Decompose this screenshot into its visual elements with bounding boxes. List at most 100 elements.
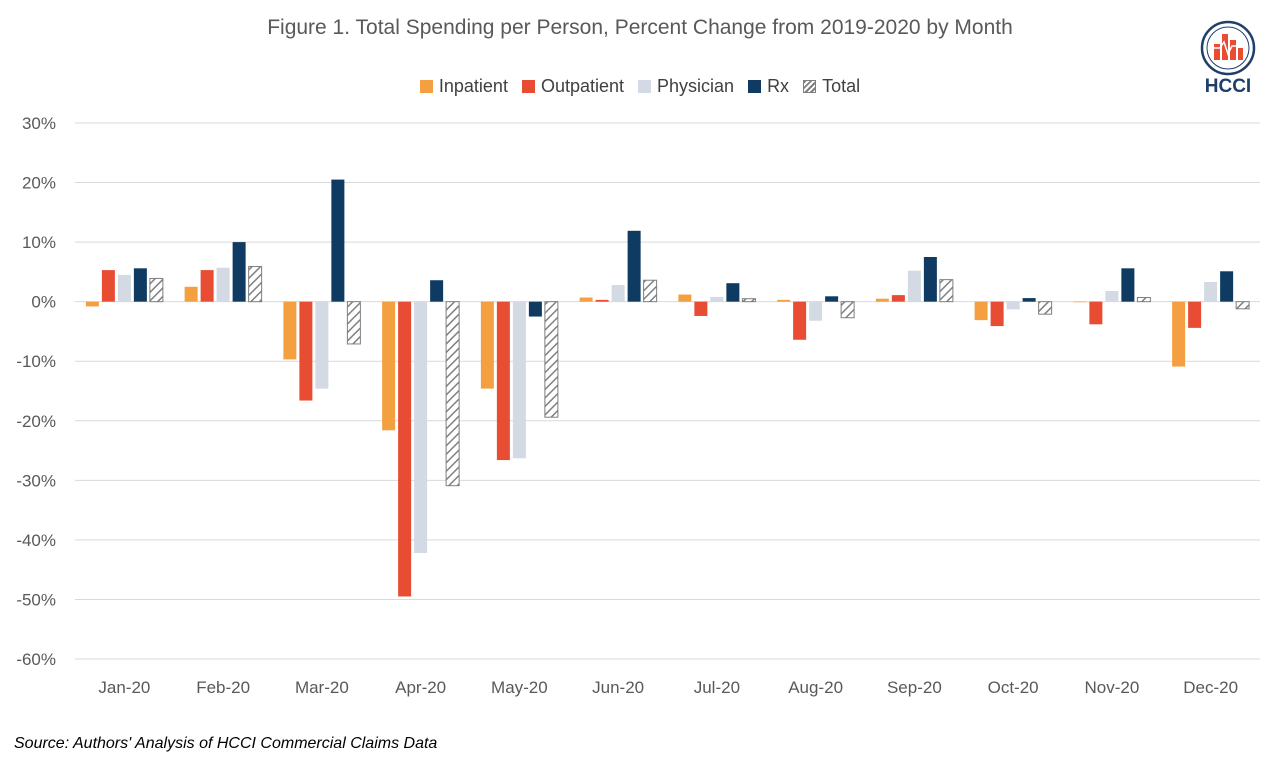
bar-rx-aug-20: [825, 296, 839, 302]
bar-rx-oct-20: [1022, 298, 1036, 302]
y-tick-label: -50%: [16, 590, 56, 609]
legend-item-outpatient: Outpatient: [521, 76, 625, 97]
legend-item-rx: Rx: [748, 76, 789, 97]
x-tick-label: Mar-20: [295, 678, 349, 697]
bar-inpatient-jan-20: [85, 301, 99, 307]
bar-rx-sep-20: [923, 257, 937, 302]
bar-inpatient-oct-20: [974, 301, 988, 321]
bar-outpatient-mar-20: [299, 301, 313, 401]
bar-physician-oct-20: [1006, 301, 1020, 310]
y-tick-label: -20%: [16, 412, 56, 431]
bar-outpatient-dec-20: [1188, 301, 1202, 328]
bar-inpatient-dec-20: [1172, 301, 1186, 367]
bar-total-apr-20: [445, 301, 460, 487]
bar-rx-mar-20: [331, 179, 345, 302]
bar-total-sep-20: [939, 279, 954, 303]
bar-total-dec-20: [1235, 301, 1250, 310]
legend-swatch: [748, 80, 762, 93]
x-tick-label: May-20: [491, 678, 548, 697]
bar-physician-nov-20: [1105, 290, 1119, 302]
bar-total-jun-20: [643, 279, 658, 303]
bar-inpatient-apr-20: [382, 301, 396, 431]
bar-rx-feb-20: [232, 242, 246, 302]
bar-total-aug-20: [840, 301, 855, 319]
bar-inpatient-mar-20: [283, 301, 297, 360]
bar-outpatient-sep-20: [891, 295, 905, 302]
bar-outpatient-oct-20: [990, 301, 1004, 327]
bar-physician-feb-20: [216, 267, 230, 302]
bar-rx-jun-20: [627, 230, 641, 302]
bar-physician-may-20: [512, 301, 526, 459]
bar-physician-aug-20: [809, 301, 823, 321]
logo-text: HCCI: [1204, 76, 1252, 97]
bar-outpatient-aug-20: [793, 301, 807, 340]
x-tick-label: Dec-20: [1183, 678, 1238, 697]
y-tick-label: -40%: [16, 531, 56, 550]
bar-inpatient-feb-20: [184, 286, 198, 302]
bar-rx-may-20: [528, 301, 542, 317]
legend-label: Inpatient: [438, 76, 508, 96]
bar-physician-apr-20: [414, 301, 428, 553]
x-tick-label: Nov-20: [1084, 678, 1139, 697]
legend-label: Total: [822, 76, 861, 96]
y-tick-label: 10%: [22, 233, 56, 252]
x-tick-label: Jun-20: [592, 678, 644, 697]
bar-total-jul-20: [741, 298, 756, 303]
legend-item-total: Total: [803, 76, 860, 97]
legend-item-physician: Physician: [638, 76, 734, 97]
x-tick-label: Apr-20: [395, 678, 446, 697]
x-tick-label: Jul-20: [694, 678, 740, 697]
bar-outpatient-jul-20: [694, 301, 708, 316]
legend-item-inpatient: Inpatient: [419, 76, 508, 97]
bar-inpatient-jul-20: [678, 294, 692, 302]
bar-outpatient-jun-20: [595, 299, 609, 302]
bar-physician-jun-20: [611, 284, 625, 302]
bar-rx-apr-20: [430, 280, 444, 302]
bar-rx-jul-20: [726, 283, 740, 302]
legend-label: Outpatient: [540, 76, 625, 96]
y-tick-label: 0%: [31, 293, 56, 312]
bar-outpatient-may-20: [496, 301, 510, 461]
x-tick-label: Aug-20: [788, 678, 843, 697]
bar-rx-jan-20: [133, 268, 147, 302]
bar-inpatient-jun-20: [579, 297, 593, 302]
legend-swatch: [638, 80, 652, 93]
bar-physician-sep-20: [907, 270, 921, 302]
legend-label: Physician: [657, 76, 735, 96]
legend-swatch: [521, 80, 535, 93]
legend-label: Rx: [767, 76, 790, 96]
bar-physician-dec-20: [1204, 282, 1218, 302]
y-tick-label: 20%: [22, 174, 56, 193]
bar-total-nov-20: [1136, 296, 1151, 303]
bar-outpatient-apr-20: [398, 301, 412, 597]
y-tick-label: -60%: [16, 650, 56, 669]
x-tick-label: Oct-20: [988, 678, 1039, 697]
x-tick-label: Jan-20: [98, 678, 150, 697]
bar-physician-jul-20: [710, 296, 724, 302]
bar-total-feb-20: [248, 266, 263, 303]
legend: Inpatient Outpatient Physician Rx Total: [0, 76, 1280, 97]
y-tick-label: 30%: [22, 114, 56, 133]
bar-inpatient-nov-20: [1073, 301, 1087, 303]
bar-physician-jan-20: [117, 274, 131, 302]
bar-inpatient-sep-20: [875, 298, 889, 302]
bar-inpatient-aug-20: [777, 299, 791, 302]
bar-total-may-20: [544, 301, 559, 418]
legend-swatch: [803, 80, 817, 93]
bar-inpatient-may-20: [480, 301, 494, 389]
bar-total-mar-20: [346, 301, 361, 345]
hcci-logo-icon: [1200, 20, 1256, 76]
chart-title: Figure 1. Total Spending per Person, Per…: [267, 16, 1013, 39]
bar-rx-nov-20: [1121, 268, 1135, 302]
bar-rx-dec-20: [1220, 271, 1234, 302]
legend-swatch: [419, 80, 433, 93]
x-tick-label: Feb-20: [196, 678, 250, 697]
bar-total-jan-20: [149, 277, 164, 303]
source-note: Source: Authors' Analysis of HCCI Commer…: [14, 735, 438, 752]
bar-physician-mar-20: [315, 301, 329, 389]
bar-outpatient-feb-20: [200, 270, 214, 302]
y-tick-label: -10%: [16, 352, 56, 371]
y-tick-label: -30%: [16, 471, 56, 490]
x-tick-label: Sep-20: [887, 678, 942, 697]
